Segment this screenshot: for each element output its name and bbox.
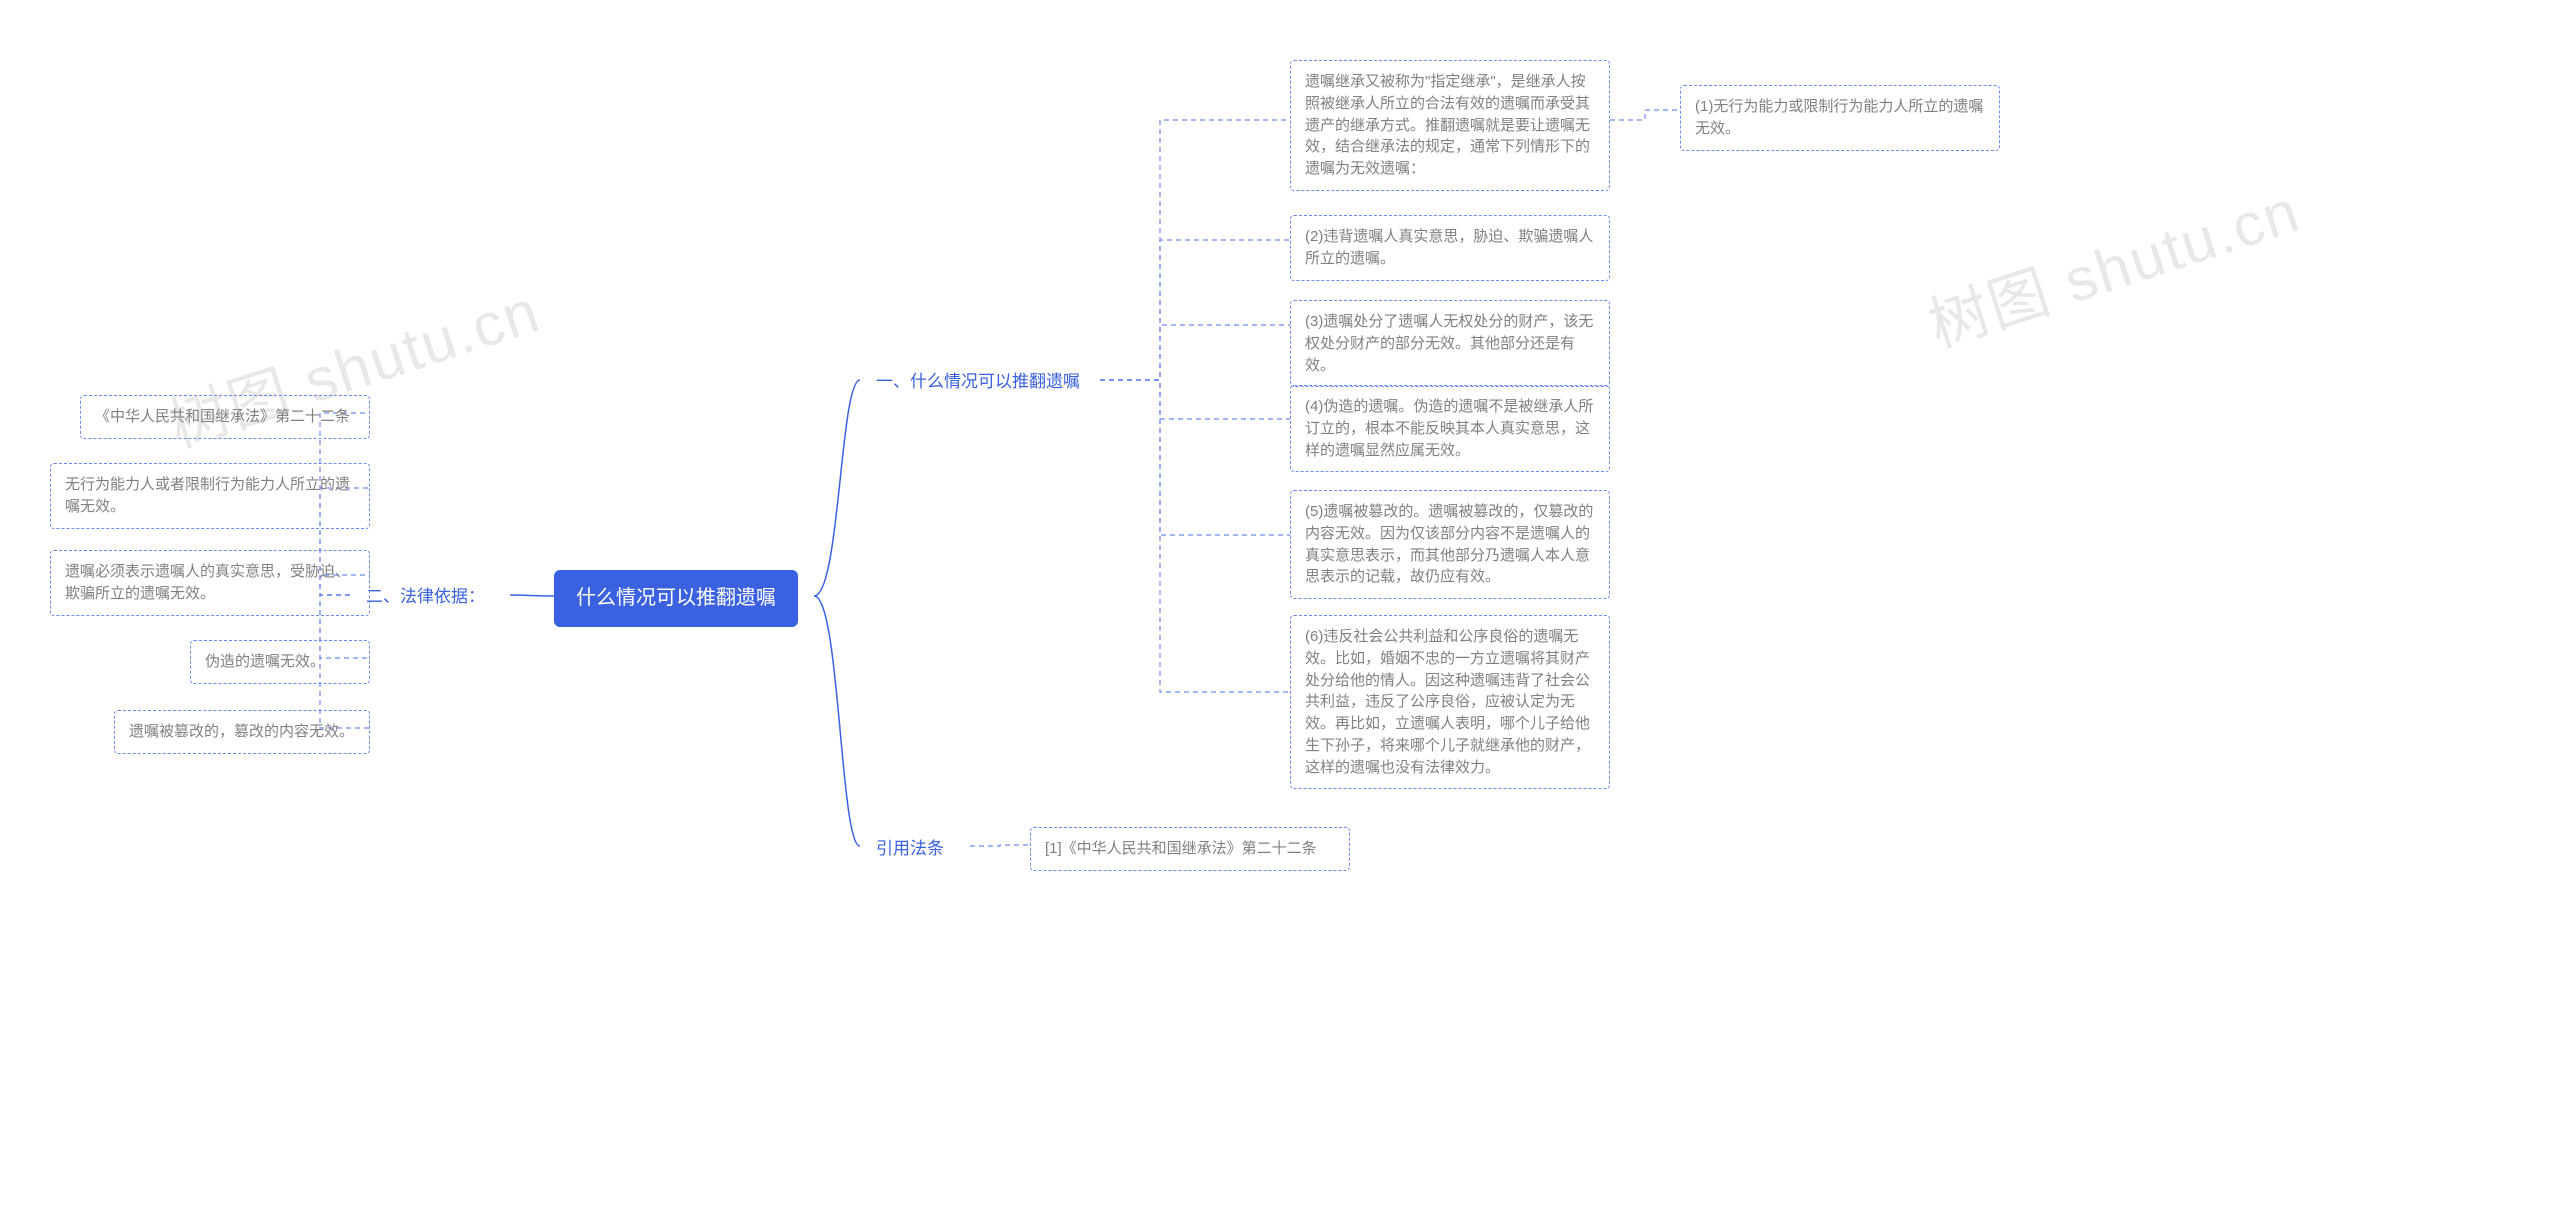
leaf-node[interactable]: 《中华人民共和国继承法》第二十二条	[80, 395, 370, 439]
watermark: 树图 shutu.cn	[1916, 163, 2310, 365]
leaf-node[interactable]: 遗嘱继承又被称为"指定继承"，是继承人按照被继承人所立的合法有效的遗嘱而承受其遗…	[1290, 60, 1610, 191]
leaf-node[interactable]: (5)遗嘱被篡改的。遗嘱被篡改的，仅篡改的内容无效。因为仅该部分内容不是遗嘱人的…	[1290, 490, 1610, 599]
leaf-node[interactable]: 无行为能力人或者限制行为能力人所立的遗嘱无效。	[50, 463, 370, 529]
leaf-node[interactable]: (1)无行为能力或限制行为能力人所立的遗嘱无效。	[1680, 85, 2000, 151]
branch-node[interactable]: 二、法律依据：	[350, 575, 501, 620]
leaf-node[interactable]: (3)遗嘱处分了遗嘱人无权处分的财产，该无权处分财产的部分无效。其他部分还是有效…	[1290, 300, 1610, 387]
leaf-node[interactable]: 遗嘱必须表示遗嘱人的真实意思，受胁迫、欺骗所立的遗嘱无效。	[50, 550, 370, 616]
leaf-node[interactable]: (6)违反社会公共利益和公序良俗的遗嘱无效。比如，婚姻不忠的一方立遗嘱将其财产处…	[1290, 615, 1610, 789]
branch-node[interactable]: 引用法条	[860, 827, 960, 872]
branch-node[interactable]: 一、什么情况可以推翻遗嘱	[860, 360, 1096, 405]
leaf-node[interactable]: (4)伪造的遗嘱。伪造的遗嘱不是被继承人所订立的，根本不能反映其本人真实意思，这…	[1290, 385, 1610, 472]
leaf-node[interactable]: 遗嘱被篡改的，篡改的内容无效。	[114, 710, 370, 754]
root-node[interactable]: 什么情况可以推翻遗嘱	[554, 570, 798, 627]
leaf-node[interactable]: [1]《中华人民共和国继承法》第二十二条	[1030, 827, 1350, 871]
leaf-node[interactable]: 伪造的遗嘱无效。	[190, 640, 370, 684]
leaf-node[interactable]: (2)违背遗嘱人真实意思，胁迫、欺骗遗嘱人所立的遗嘱。	[1290, 215, 1610, 281]
